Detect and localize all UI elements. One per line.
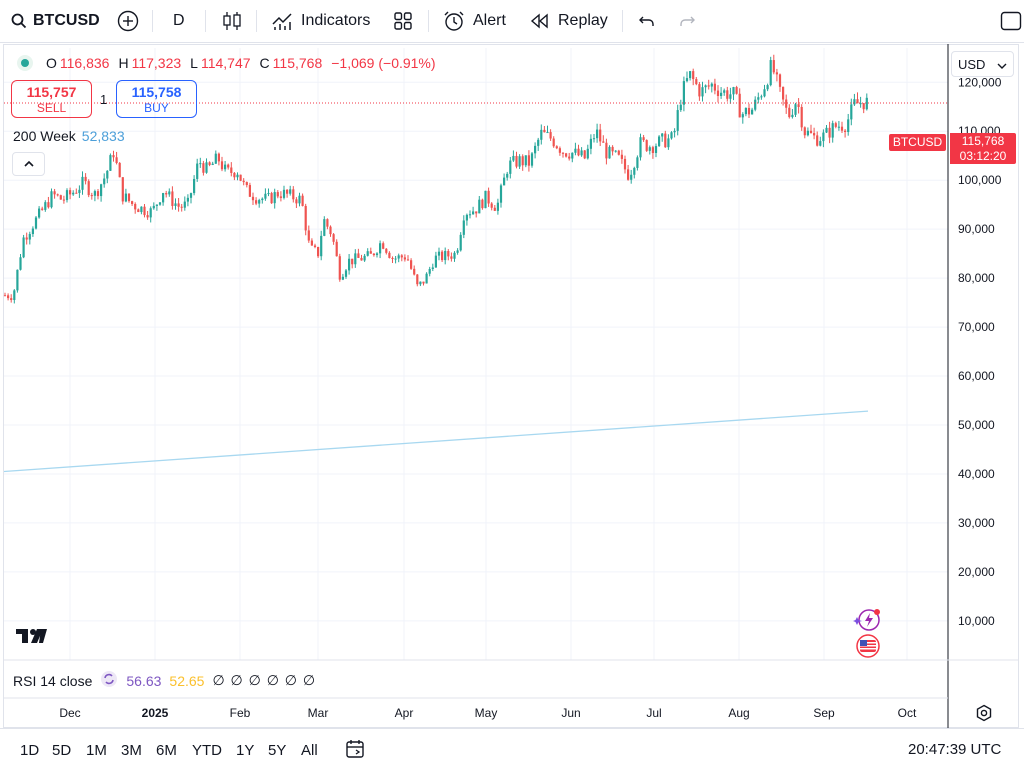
range-5y[interactable]: 5Y	[268, 742, 287, 759]
undo-icon	[638, 13, 656, 29]
chevron-down-icon	[997, 57, 1007, 72]
quantity[interactable]: 1	[100, 92, 108, 107]
loading-icon	[100, 670, 118, 691]
top-toolbar: BTCUSD D Indicators Alert Replay	[0, 0, 1024, 43]
range-all[interactable]: All	[301, 742, 318, 759]
interval-label: D	[173, 12, 185, 29]
chart-type-button[interactable]	[222, 0, 242, 42]
us-flag-icon	[856, 634, 880, 662]
bar-countdown: 03:12:20	[959, 149, 1007, 163]
last-price-tag: 115,768 03:12:20	[950, 133, 1016, 164]
range-1d[interactable]: 1D	[20, 742, 40, 759]
square-icon	[1000, 11, 1022, 31]
low-value: 114,747	[200, 55, 251, 71]
replay-label: Replay	[558, 12, 608, 29]
indicators-label: Indicators	[301, 12, 371, 29]
ai-assistant-button[interactable]	[853, 607, 883, 638]
layouts-button[interactable]	[393, 0, 413, 42]
symbol-search-button[interactable]: BTCUSD	[11, 0, 100, 42]
low-label: L	[190, 55, 198, 71]
gear-icon	[975, 704, 993, 726]
range-1y[interactable]: 1Y	[236, 742, 255, 759]
sell-button[interactable]: 115,757 SELL	[11, 80, 92, 118]
range-6m[interactable]: 6M	[156, 742, 177, 759]
alert-button[interactable]: Alert	[443, 0, 506, 42]
add-icon	[117, 10, 139, 32]
market-status-icon	[17, 55, 33, 71]
open-value: 116,836	[59, 55, 110, 71]
indicators-button[interactable]: Indicators	[271, 0, 370, 42]
date-range-button[interactable]	[344, 738, 366, 765]
compare-button[interactable]	[117, 0, 139, 42]
redo-icon	[678, 13, 696, 29]
chevron-up-icon	[23, 155, 35, 173]
buy-label: BUY	[144, 101, 169, 115]
currency-select[interactable]: USD	[951, 51, 1014, 77]
undo-button[interactable]	[638, 0, 656, 42]
ma-value: 52,833	[81, 128, 125, 144]
close-label: C	[259, 55, 270, 71]
ohlc-legend: O 116,836 H 117,323 L 114,747 C 115,768 −1,0…	[17, 55, 442, 71]
sell-price: 115,757	[26, 84, 77, 100]
rsi-empty-values: ∅ ∅ ∅ ∅ ∅ ∅	[212, 672, 317, 688]
collapse-legend-button[interactable]	[12, 152, 45, 176]
range-ytd[interactable]: YTD	[192, 742, 222, 759]
high-value: 117,323	[131, 55, 182, 71]
candles-icon	[222, 10, 242, 32]
fullscreen-button[interactable]	[1000, 0, 1022, 42]
currency-label: USD	[958, 56, 986, 72]
range-3m[interactable]: 3M	[121, 742, 142, 759]
last-price: 115,768	[961, 134, 1005, 148]
symbol-price-tag: BTCUSD	[889, 134, 946, 151]
high-label: H	[118, 55, 129, 71]
chart-settings-button[interactable]	[975, 704, 993, 727]
range-1m[interactable]: 1M	[86, 742, 107, 759]
interval-button[interactable]: D	[173, 0, 185, 42]
rewind-icon	[530, 13, 550, 29]
close-value: 115,768	[272, 55, 323, 71]
open-label: O	[46, 55, 57, 71]
grid-icon	[393, 11, 413, 31]
change-value: −1,069 (−0.91%)	[331, 55, 436, 71]
bottom-toolbar	[0, 728, 1024, 777]
sell-label: SELL	[36, 101, 67, 115]
rsi-ma-value: 52.65	[169, 672, 205, 689]
region-flag-button[interactable]	[856, 634, 880, 663]
range-5d[interactable]: 5D	[52, 742, 72, 759]
alarm-clock-icon	[443, 10, 465, 32]
rsi-legend[interactable]: RSI 14 close 56.63 52.65 ∅ ∅ ∅ ∅ ∅ ∅	[13, 670, 316, 691]
rsi-label: RSI 14 close	[13, 672, 93, 689]
buy-price: 115,758	[131, 84, 182, 100]
chart-frame	[3, 44, 1019, 728]
tradingview-logo[interactable]	[16, 627, 50, 650]
utc-clock[interactable]: 20:47:39 UTC	[908, 741, 1002, 758]
rsi-value: 56.63	[126, 672, 162, 689]
sparkle-icon	[853, 609, 883, 637]
ma-label: 200 Week	[13, 128, 76, 144]
indicators-icon	[271, 11, 293, 31]
search-icon	[11, 13, 27, 29]
calendar-icon	[344, 740, 366, 764]
ma-legend[interactable]: 200 Week 52,833	[13, 128, 125, 144]
alert-label: Alert	[473, 12, 506, 29]
buy-button[interactable]: 115,758 BUY	[116, 80, 197, 118]
replay-button[interactable]: Replay	[530, 0, 608, 42]
symbol-name: BTCUSD	[33, 12, 100, 29]
redo-button[interactable]	[678, 0, 696, 42]
